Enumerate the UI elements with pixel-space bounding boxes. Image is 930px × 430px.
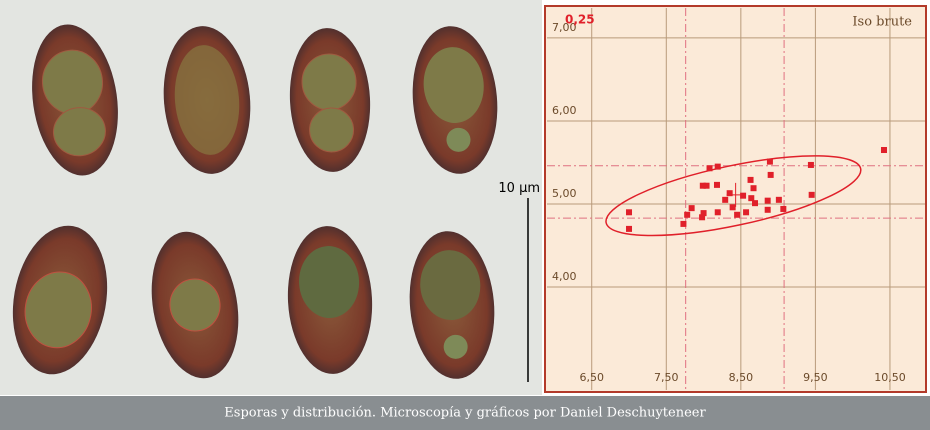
x-tick-label: 8,50 [729, 371, 754, 384]
point [750, 185, 757, 192]
point [752, 200, 759, 207]
point [706, 165, 713, 172]
point [626, 209, 633, 216]
x-tick-label: 9,50 [803, 371, 828, 384]
x-tick-label: 10,50 [874, 371, 906, 384]
caption-bar [0, 396, 930, 430]
point [714, 209, 721, 216]
point [699, 182, 706, 189]
point [767, 171, 774, 178]
point [743, 209, 750, 216]
caption: Esporas y distribución. Microscopía y gr… [224, 406, 706, 421]
scale-label: 10 µm [498, 181, 540, 196]
point [626, 225, 633, 232]
point [740, 192, 747, 199]
point [880, 147, 887, 154]
point [729, 204, 736, 211]
y-tick-label: 7,00 [552, 21, 577, 34]
point [780, 205, 787, 212]
chart-title: Iso brute [852, 15, 912, 30]
point [703, 182, 710, 189]
confidence-ellipse [605, 155, 862, 237]
point [734, 211, 741, 218]
point [807, 161, 814, 168]
y-tick-label: 6,00 [552, 104, 577, 117]
point [688, 205, 695, 212]
point [808, 191, 815, 198]
chart-subtitle: 0,25 [565, 13, 595, 27]
point [680, 220, 687, 227]
point [764, 206, 771, 213]
y-tick-label: 5,00 [552, 187, 577, 200]
point [700, 210, 707, 217]
point [775, 196, 782, 203]
y-tick-label: 4,00 [552, 270, 577, 283]
point [714, 163, 721, 170]
point [747, 176, 754, 183]
point [684, 211, 691, 218]
point [764, 197, 771, 204]
point [699, 214, 706, 221]
point [726, 190, 733, 197]
point [748, 195, 755, 202]
point [722, 196, 729, 203]
spores [12, 24, 498, 379]
point [766, 158, 773, 165]
point [713, 181, 720, 188]
x-tick-label: 6,50 [579, 371, 604, 384]
x-tick-label: 7,50 [654, 371, 679, 384]
